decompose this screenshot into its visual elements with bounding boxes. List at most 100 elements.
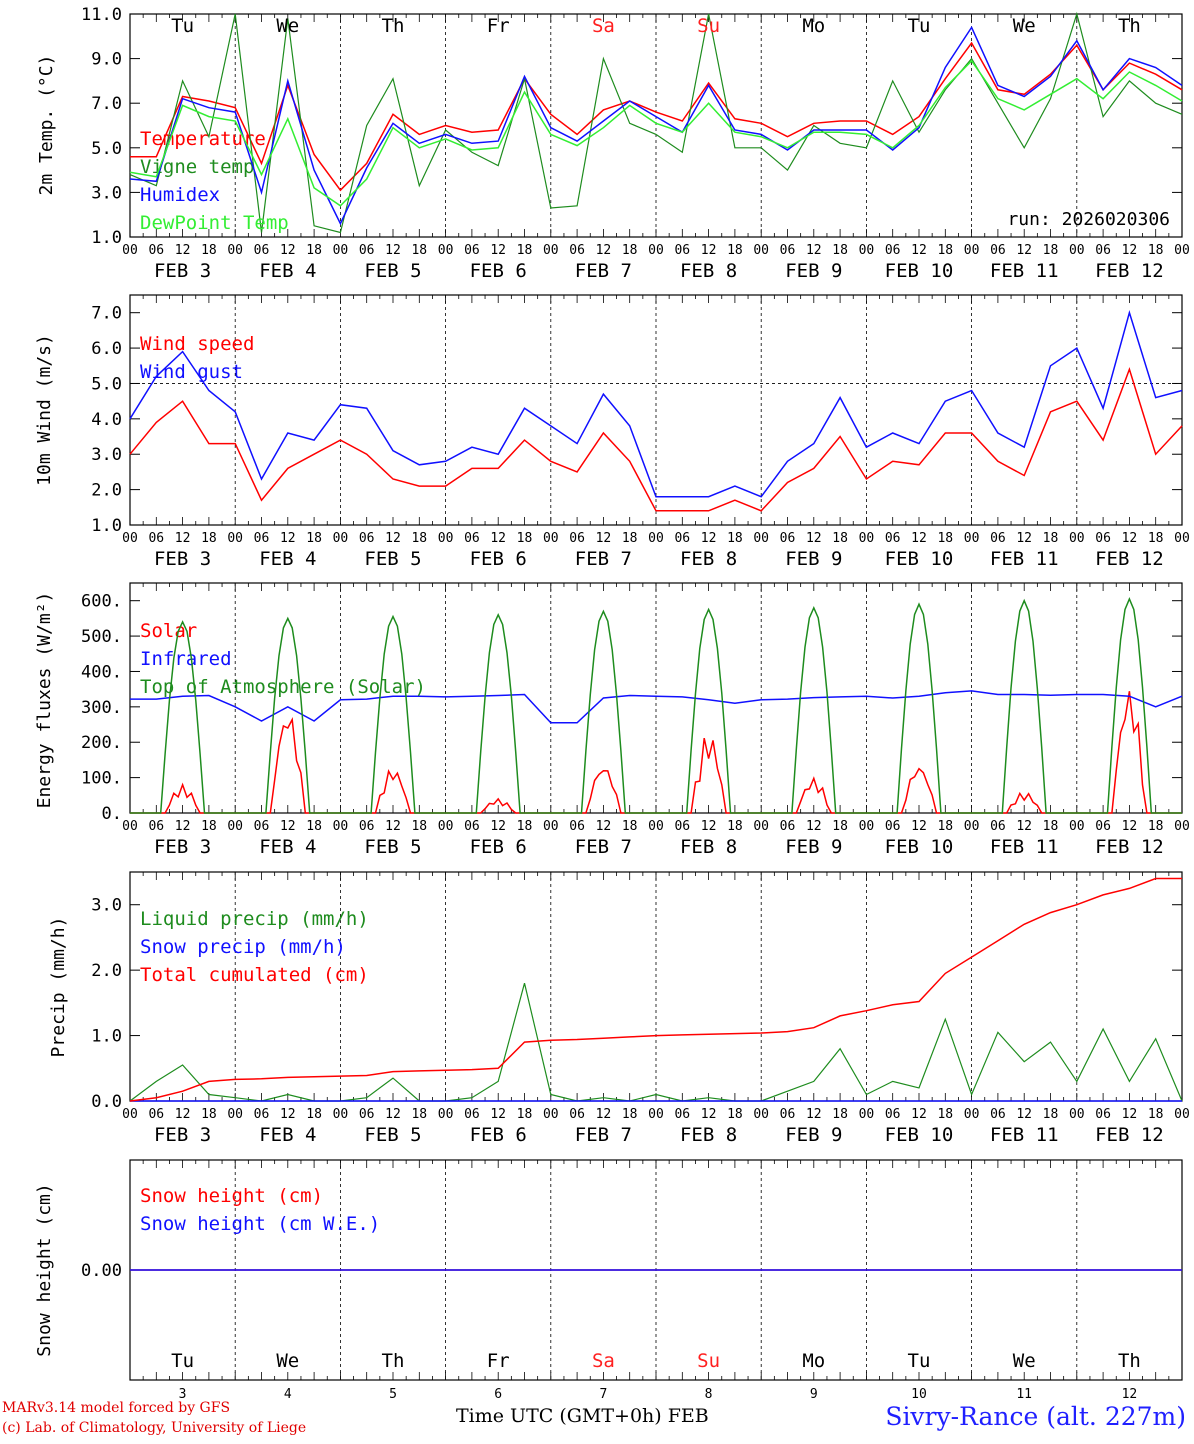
run-annotation: run: 2026020306	[1007, 209, 1170, 230]
hour-tick-label: 18	[727, 819, 743, 834]
hour-tick-label: 18	[411, 531, 427, 546]
hour-tick-label: 06	[464, 243, 480, 258]
day-number-label: 6	[494, 1387, 502, 1402]
date-label: FEB 3	[154, 548, 211, 570]
day-name-label: We	[276, 15, 299, 37]
hour-tick-label: 06	[885, 819, 901, 834]
hour-tick-label: 18	[517, 819, 533, 834]
date-label: FEB 5	[364, 260, 421, 282]
hour-tick-label: 00	[543, 1107, 559, 1122]
day-name-label: Tu	[171, 1350, 194, 1372]
date-label: FEB 6	[470, 548, 527, 570]
y-tick-label: 1.0	[91, 516, 122, 536]
day-number-label: 5	[389, 1387, 397, 1402]
hour-tick-label: 06	[569, 243, 585, 258]
legend-entry: Humidex	[140, 184, 220, 206]
station-label: Sivry-Rance (alt. 227m)	[885, 1402, 1186, 1431]
series-line-vigne-temp	[129, 11, 1183, 234]
day-name-label: Mo	[802, 15, 825, 37]
panel-temperature: 1.03.05.07.09.011.02m Temp. (°C) Temperat…	[36, 5, 1190, 282]
y-tick-label: 100.	[81, 769, 122, 789]
hour-tick-label: 12	[385, 819, 401, 834]
hour-tick-label: 12	[1016, 243, 1032, 258]
date-label: FEB 8	[680, 836, 737, 858]
day-number-label: 10	[911, 1387, 927, 1402]
hour-tick-label: 18	[1148, 1107, 1164, 1122]
date-label: FEB 11	[990, 260, 1059, 282]
hour-tick-label: 00	[648, 531, 664, 546]
series-line-total-cumulated-cm-	[129, 877, 1182, 1102]
hour-tick-label: 06	[569, 1107, 585, 1122]
date-label: FEB 6	[470, 260, 527, 282]
hour-tick-label: 06	[359, 243, 375, 258]
date-label: FEB 10	[885, 1124, 954, 1146]
date-label: FEB 4	[259, 548, 316, 570]
day-name-label: Th	[1118, 15, 1141, 37]
y-tick-label: 600.	[81, 592, 122, 612]
day-name-label: Fr	[487, 15, 510, 37]
hour-tick-label: 00	[648, 1107, 664, 1122]
series-line-humidex	[129, 25, 1183, 226]
hour-tick-label: 00	[964, 1107, 980, 1122]
hour-tick-label: 00	[1069, 1107, 1085, 1122]
hour-tick-label: 12	[911, 243, 927, 258]
date-label: FEB 12	[1095, 548, 1164, 570]
date-label: FEB 10	[885, 548, 954, 570]
date-label: FEB 10	[885, 260, 954, 282]
y-tick-label: 3.0	[91, 896, 122, 916]
hour-tick-label: 00	[438, 531, 454, 546]
hour-tick-label: 00	[1069, 243, 1085, 258]
hour-tick-label: 18	[1148, 243, 1164, 258]
hour-tick-label: 12	[490, 819, 506, 834]
hour-tick-label: 18	[1148, 819, 1164, 834]
hour-tick-label: 12	[175, 819, 191, 834]
hour-tick-label: 00	[438, 243, 454, 258]
hour-tick-label: 06	[674, 819, 690, 834]
hour-tick-label: 18	[727, 1107, 743, 1122]
hour-tick-label: 12	[280, 1107, 296, 1122]
date-label: FEB 8	[680, 260, 737, 282]
credit-line-2: (c) Lab. of Climatology, University of L…	[2, 1420, 307, 1436]
date-label: FEB 8	[680, 548, 737, 570]
hour-tick-label: 18	[937, 1107, 953, 1122]
hour-tick-label: 18	[832, 531, 848, 546]
hour-tick-label: 12	[806, 531, 822, 546]
date-label: FEB 11	[990, 836, 1059, 858]
hour-tick-label: 12	[596, 531, 612, 546]
y-tick-label: 7.0	[91, 94, 122, 114]
hour-tick-label: 12	[280, 819, 296, 834]
hour-tick-label: 12	[1016, 819, 1032, 834]
hour-tick-label: 00	[1174, 531, 1190, 546]
panel-snow: 0.00 Snow height (cm) Snow height (cm) Snow…	[34, 1159, 1183, 1402]
y-tick-label: 2.0	[91, 961, 122, 981]
hour-tick-label: 06	[254, 531, 270, 546]
hour-tick-label: 18	[1043, 819, 1059, 834]
date-label: FEB 11	[990, 548, 1059, 570]
hour-tick-label: 06	[780, 531, 796, 546]
hour-tick-label: 18	[832, 243, 848, 258]
y-tick-label: 11.0	[81, 5, 122, 25]
hour-tick-label: 12	[1122, 1107, 1138, 1122]
hour-tick-label: 00	[964, 531, 980, 546]
hour-tick-label: 18	[201, 243, 217, 258]
hour-tick-label: 00	[964, 243, 980, 258]
legend-entry: DewPoint Temp	[140, 212, 289, 234]
y-axis-label: 10m Wind (m/s)	[34, 334, 55, 486]
hour-tick-label: 00	[1174, 819, 1190, 834]
day-name-label: Su	[697, 15, 720, 37]
panel-frame	[129, 13, 1183, 238]
hour-tick-label: 06	[464, 531, 480, 546]
hour-tick-label: 00	[438, 1107, 454, 1122]
day-number-label: 8	[705, 1387, 713, 1402]
y-axis-label: 2m Temp. (°C)	[36, 55, 57, 196]
hour-tick-label: 00	[227, 243, 243, 258]
hour-tick-label: 18	[622, 819, 638, 834]
day-name-label: Tu	[908, 1350, 931, 1372]
hour-tick-label: 06	[780, 1107, 796, 1122]
series-line-wind-gust	[129, 310, 1183, 498]
hour-tick-label: 12	[280, 531, 296, 546]
hour-tick-label: 18	[517, 243, 533, 258]
hour-tick-label: 06	[1095, 819, 1111, 834]
y-tick-label: 0.00	[81, 1261, 122, 1281]
